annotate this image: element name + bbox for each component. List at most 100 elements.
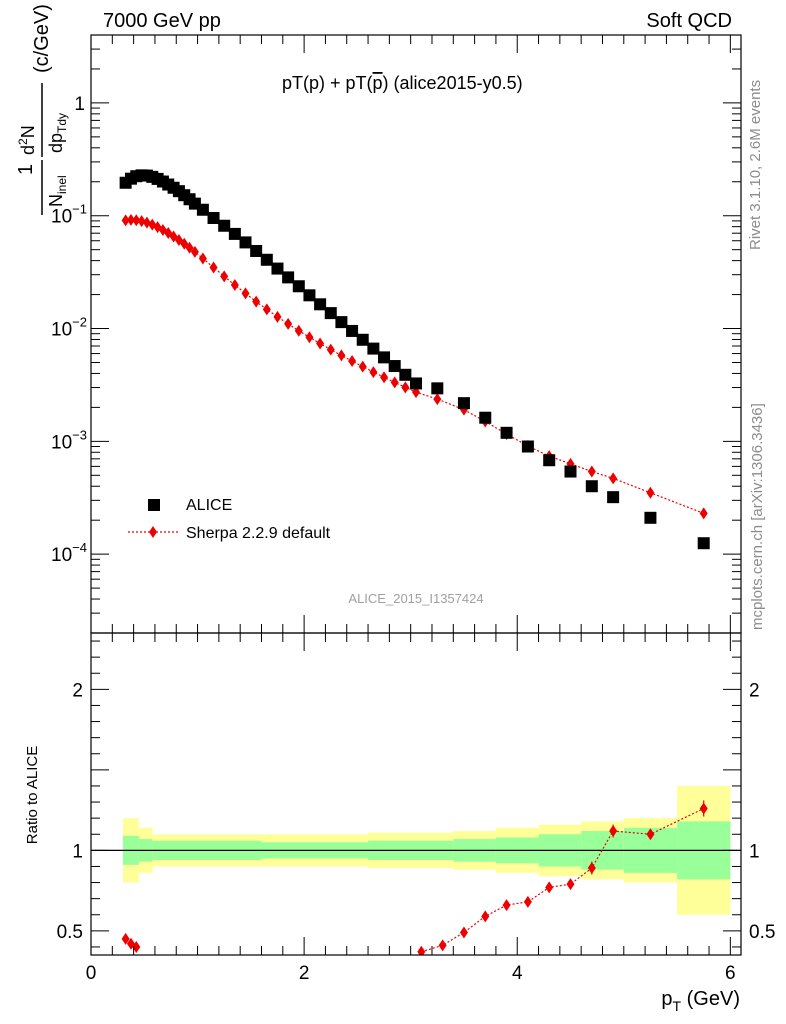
y-label-unit: (c/GeV) [31,4,53,73]
y-label-dp: dpTdy [46,113,69,153]
ratio-point [438,939,447,952]
legend-alice-label: ALICE [186,497,232,514]
sherpa-line [125,219,704,514]
legend-alice-marker [148,499,160,511]
y-label-d2N: d2N [16,125,38,155]
sherpa-point [209,261,218,274]
ratio-y-tick-label: 1 [72,841,83,862]
ratio-point [132,940,141,953]
mcplots-label: mcplots.cern.ch [arXiv:1306.3436] [749,403,766,630]
alice-point [399,368,412,381]
ratio-point [459,926,468,939]
x-axis-label: pT (GeV) [661,988,740,1014]
y-tick-label: 1 [74,94,85,115]
ratio-y-tick-label-right: 1 [749,841,760,862]
sherpa-point [230,279,239,292]
ratio-point [502,899,511,912]
sherpa-point [198,252,207,265]
alice-point [282,271,295,284]
sherpa-point [305,331,314,344]
main-frame [90,34,742,634]
ratio-point [121,932,130,945]
sherpa-point [220,270,229,283]
alice-point [260,253,273,266]
plot-title: pT(p) + pT(p) (alice2015-y0.5) [282,73,523,93]
sherpa-point [316,337,325,350]
ratio-point [587,862,596,875]
sherpa-point [137,215,146,228]
alice-point [543,454,556,467]
sherpa-point [337,349,346,362]
ratio-point [609,825,618,838]
alice-point [585,480,598,493]
x-tick-label: 2 [299,963,310,984]
alice-point [271,262,284,275]
sherpa-point [401,381,410,394]
legend-sherpa-marker [149,526,157,538]
ratio-y-axis-label: Ratio to ALICE [24,746,41,844]
ratio-y-tick-label: 0.5 [57,922,83,943]
ratio-point [566,878,575,891]
ratio-ticks: 0.5 0.5 1 1 2 2 0 2 4 6 [57,633,775,984]
alice-point [292,280,305,293]
alice-point [564,465,577,478]
ratio-point [646,828,655,841]
alice-point [378,351,391,364]
x-tick-label: 6 [725,963,736,984]
alice-point [457,397,470,410]
alice-point [388,360,401,373]
alice-point [207,211,220,224]
sherpa-point [284,317,293,330]
main-y-axis-label: 1 Ninel d2N dpTdy (c/GeV) [15,4,69,215]
main-plot-area [119,169,710,550]
energy-label: 7000 GeV pp [103,10,221,32]
ratio-line [421,807,704,953]
ratio-point [545,881,554,894]
sherpa-point [262,303,271,316]
sherpa-point [252,295,261,308]
alice-point [239,236,252,249]
sherpa-point [646,486,655,499]
alice-point [367,342,380,355]
sherpa-point [273,310,282,323]
sherpa-point [390,376,399,389]
sherpa-point [241,287,250,300]
ratio-clip-group [121,800,708,955]
x-tick-label: 0 [86,963,97,984]
rivet-label: Rivet 3.1.10, 2.6M events [747,80,764,250]
sherpa-point [121,214,130,227]
ratio-point [699,802,708,815]
sherpa-point [190,245,199,258]
ratio-plot-area [121,800,708,955]
sherpa-point [380,371,389,384]
main-panel: 1 10−1 10−2 10−3 10−4 pT(p) + pT(p) (alice20… [15,4,742,634]
sherpa-point [326,343,335,356]
alice-point [500,426,513,439]
ratio-point [523,895,532,908]
alice-point [324,307,337,320]
ratio-y-tick-label: 2 [72,680,83,701]
sherpa-point [185,241,194,254]
x-tick-label: 4 [512,963,523,984]
sherpa-point [609,472,618,485]
ratio-panel: 0.5 0.5 1 1 2 2 0 2 4 6 Ratio to ALICE pT (GeV) [24,632,775,1014]
sherpa-point [348,355,357,368]
ratio-y-tick-label-right: 2 [749,680,760,701]
legend: ALICE Sherpa 2.2.9 default [128,497,331,542]
process-label: Soft QCD [646,10,732,32]
y-tick-label: 10−4 [51,540,87,566]
alice-point [644,511,657,524]
sherpa-point [358,360,367,373]
alice-point [250,244,263,257]
alice-point [521,440,534,453]
sherpa-point [132,214,141,227]
alice-point [431,382,444,395]
alice-point [479,411,492,424]
alice-point [697,537,710,550]
sherpa-point [126,213,135,226]
y-tick-label: 10−2 [51,315,87,341]
alice-point [410,377,422,390]
alice-point [607,491,620,504]
main-y-ticks: 1 10−1 10−2 10−3 10−4 [51,34,741,634]
